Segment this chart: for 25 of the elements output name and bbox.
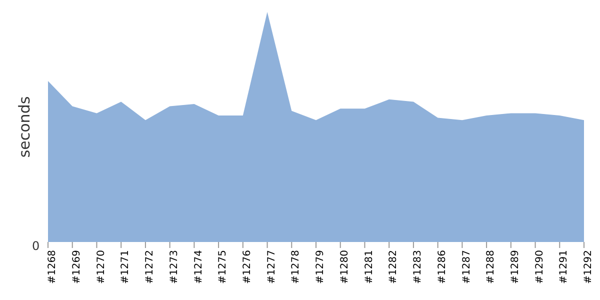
- x-tick-label: #1276: [242, 250, 254, 284]
- x-tick-label: #1271: [120, 250, 132, 284]
- x-tick-label: #1280: [339, 250, 350, 284]
- x-tick-label: #1273: [168, 250, 180, 284]
- x-tick-label: #1281: [364, 250, 375, 284]
- x-tick-label: #1289: [510, 250, 522, 284]
- x-tick-label: #1287: [461, 250, 472, 284]
- x-tick-label: #1274: [193, 250, 204, 284]
- x-tick-label: #1275: [218, 250, 229, 284]
- x-tick-label: #1279: [315, 250, 326, 284]
- x-tick-label: #1292: [583, 250, 594, 284]
- x-tick-label: #1290: [534, 250, 546, 284]
- x-tick-label: #1269: [71, 250, 82, 284]
- x-tick-label: #1286: [436, 250, 448, 284]
- x-tick-label: #1288: [486, 250, 497, 284]
- x-tick-label: #1282: [388, 250, 400, 284]
- x-tick-label: #1268: [47, 250, 58, 284]
- x-tick-label: #1291: [558, 250, 570, 284]
- text: 0: [32, 239, 40, 253]
- x-tick-label: #1277: [266, 250, 278, 284]
- y-axis-title: seconds: [15, 96, 34, 158]
- x-tick-label: #1272: [144, 250, 156, 284]
- x-tick-label: #1270: [96, 250, 107, 284]
- x-tick-label: #1283: [412, 250, 424, 284]
- x-tick-label: #1278: [290, 250, 302, 284]
